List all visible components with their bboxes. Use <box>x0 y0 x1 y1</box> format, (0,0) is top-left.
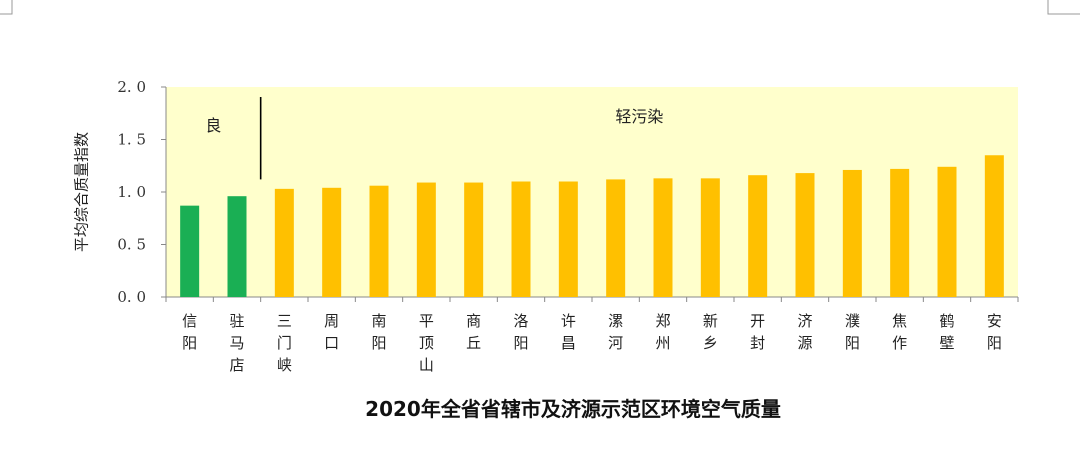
crop-mark-top-right <box>1047 0 1080 15</box>
category-label: 焦作 <box>892 312 907 352</box>
bar-三门峡 <box>274 188 294 297</box>
y-axis-label: 平均综合质量指数 <box>73 132 91 252</box>
bar-安阳 <box>984 155 1004 297</box>
bar-郑州 <box>653 178 673 297</box>
x-axis-ticks <box>165 297 1019 302</box>
bar-南阳 <box>369 185 389 297</box>
y-tick-label: 0. 0 <box>117 288 146 306</box>
bar-商丘 <box>464 182 484 297</box>
bar-开封 <box>748 175 768 297</box>
bar-濮阳 <box>842 169 862 297</box>
bar-焦作 <box>890 168 910 297</box>
zone-label: 良 <box>205 116 221 135</box>
bar-漯河 <box>606 179 626 297</box>
category-label: 信阳 <box>182 312 197 352</box>
plot-background <box>166 87 1018 297</box>
category-label: 开封 <box>750 312 765 352</box>
y-tick-label: 1. 0 <box>117 183 146 201</box>
bar-许昌 <box>558 181 578 297</box>
crop-mark-top-left <box>0 0 13 15</box>
category-label: 南阳 <box>371 312 386 352</box>
y-tick-label: 1. 5 <box>117 131 146 149</box>
bar-信阳 <box>180 205 200 297</box>
category-label: 洛阳 <box>513 312 528 352</box>
zone-labels: 良 轻污染 <box>205 107 663 135</box>
category-label: 三门峡 <box>277 312 292 374</box>
category-label: 安阳 <box>987 312 1002 352</box>
category-label: 商丘 <box>466 312 481 352</box>
bar-驻马店 <box>227 196 247 297</box>
y-axis-ticks: 0. 0 0. 5 1. 0 1. 5 2. 0 <box>117 78 166 306</box>
category-label: 平顶山 <box>419 312 434 374</box>
category-label: 驻马店 <box>229 312 244 374</box>
bar-济源 <box>795 173 815 297</box>
bar-洛阳 <box>511 181 531 297</box>
category-label: 濮阳 <box>845 312 860 352</box>
category-label: 济源 <box>797 312 812 352</box>
bar-新乡 <box>700 178 720 297</box>
category-label: 周口 <box>324 312 339 352</box>
bar-鹤壁 <box>937 166 957 297</box>
category-label: 新乡 <box>703 312 718 352</box>
bar-周口 <box>322 187 342 297</box>
y-tick-label: 2. 0 <box>117 78 146 96</box>
bars <box>180 155 1004 297</box>
y-tick-label: 0. 5 <box>117 236 146 254</box>
category-label: 鹤壁 <box>939 312 954 352</box>
zone-label: 轻污染 <box>615 107 663 126</box>
category-label: 郑州 <box>655 312 670 352</box>
category-label: 许昌 <box>561 312 576 352</box>
chart-title: 2020年全省省辖市及济源示范区环境空气质量 <box>365 397 781 421</box>
category-label: 漯河 <box>608 312 623 352</box>
bar-平顶山 <box>416 182 436 297</box>
